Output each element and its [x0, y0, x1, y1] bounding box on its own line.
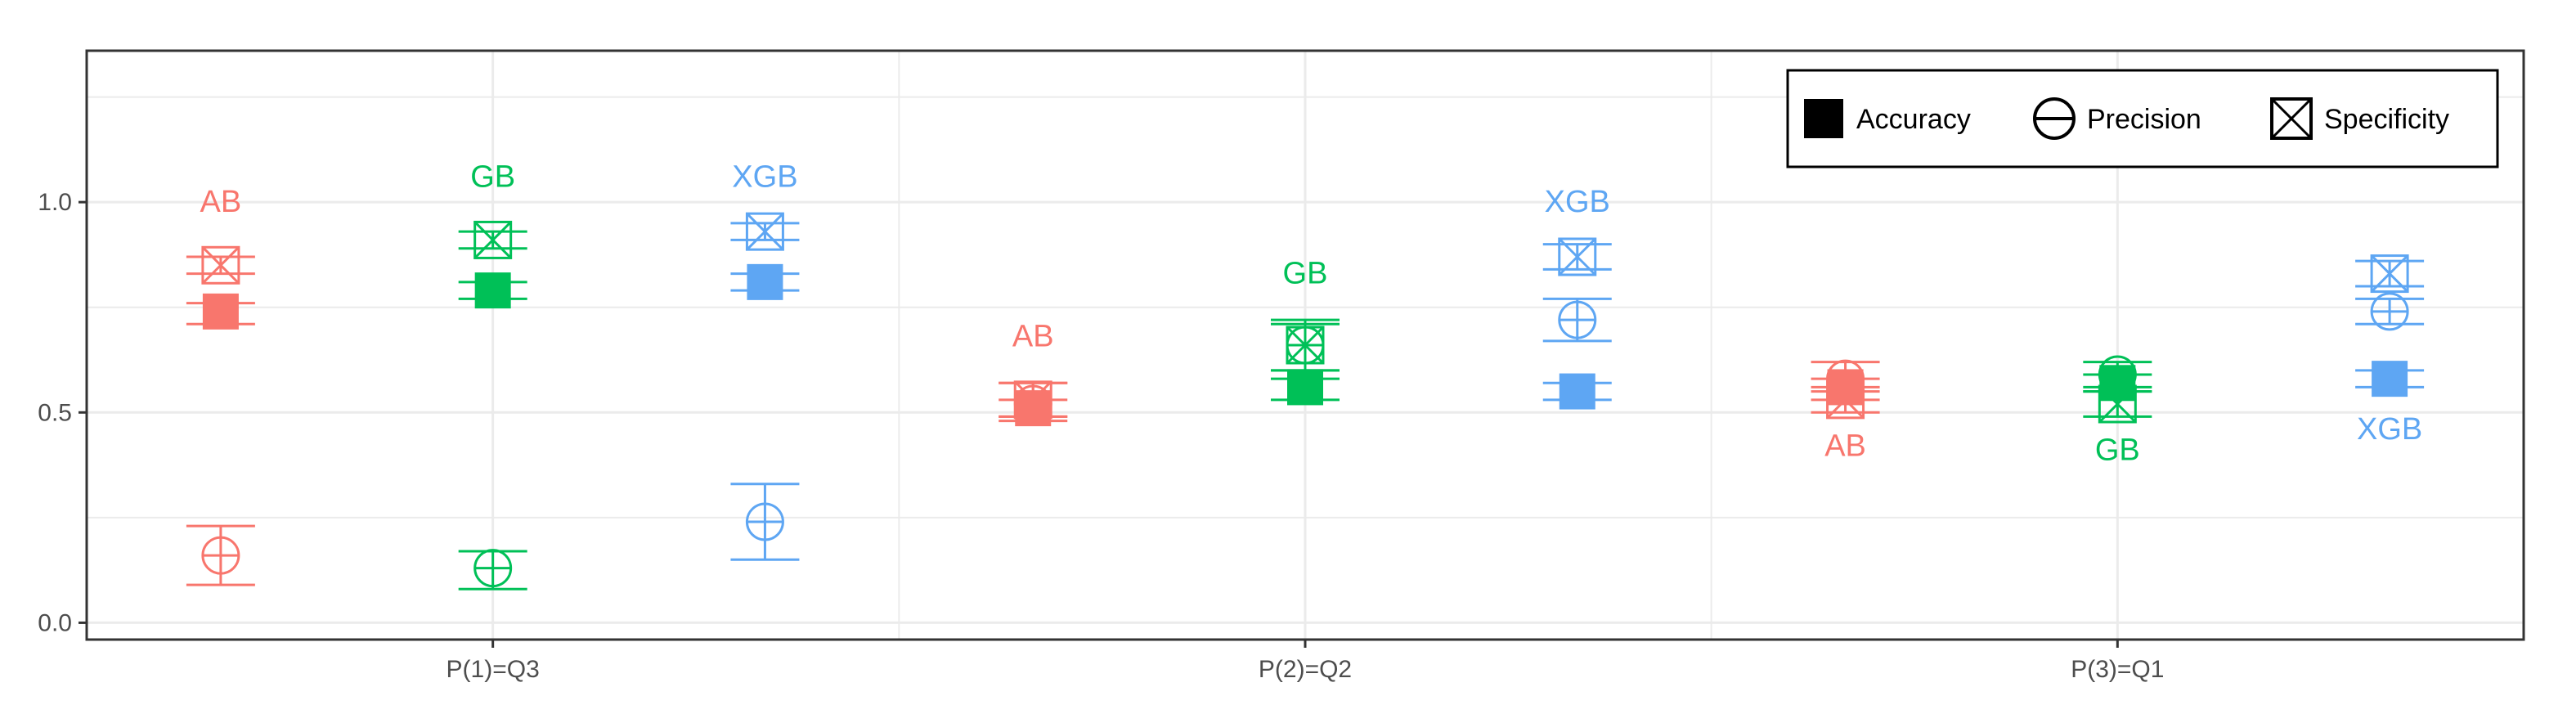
model-label: GB	[2095, 433, 2140, 468]
model-label: GB	[470, 159, 515, 194]
x-tick-label: P(3)=Q1	[2071, 656, 2164, 683]
point-group	[458, 220, 527, 591]
specificity-point-cross-b	[473, 221, 512, 259]
accuracy-point	[747, 263, 783, 300]
point-group	[2355, 254, 2425, 397]
legend-accuracy-icon	[1804, 99, 1843, 138]
accuracy-point	[474, 272, 511, 309]
legend-specificity-icon-cross-b	[2270, 97, 2313, 140]
point-group	[186, 245, 255, 586]
model-label: AB	[200, 185, 242, 219]
model-label: AB	[1824, 429, 1866, 463]
panel-border	[85, 49, 2525, 641]
model-label: XGB	[2357, 412, 2422, 447]
accuracy-point	[1827, 369, 1864, 406]
specificity-point	[745, 212, 784, 251]
legend-specificity-icon	[2270, 97, 2313, 140]
legend-label: Accuracy	[1856, 104, 1971, 135]
point-group	[1271, 318, 1340, 406]
y-tick-label: 0.5	[38, 399, 72, 426]
legend-item: Accuracy	[1804, 99, 1971, 138]
y-axis: 0.0 0.5 1.0	[38, 189, 87, 636]
specificity-point-cross-b	[1558, 237, 1596, 276]
legend-item: Specificity	[2270, 97, 2449, 140]
y-tick-label: 0.0	[38, 609, 72, 636]
accuracy-point	[202, 293, 239, 330]
specificity-point-cross-b	[746, 213, 784, 251]
accuracy-point	[2372, 361, 2408, 397]
model-label: XGB	[732, 159, 797, 194]
point-group	[1542, 237, 1612, 410]
legend-label: Specificity	[2324, 104, 2449, 135]
specificity-point	[1286, 326, 1325, 365]
legend-item: Precision	[2033, 97, 2201, 140]
specificity-point-cross-b	[2371, 254, 2409, 293]
legend: Accuracy Precision Specificity	[1786, 69, 2499, 168]
model-label: GB	[1283, 257, 1328, 291]
point-group	[1811, 359, 1880, 420]
legend-box	[1786, 69, 2499, 168]
point-group	[2083, 355, 2152, 424]
point-group	[730, 212, 800, 561]
model-label: XGB	[1545, 185, 1610, 219]
specificity-point	[1558, 237, 1597, 276]
accuracy-point	[1559, 373, 1595, 410]
y-tick-label: 1.0	[38, 189, 72, 216]
data-marks	[186, 212, 2425, 591]
model-label: AB	[1012, 320, 1054, 354]
accuracy-point	[2099, 365, 2136, 402]
specificity-point-cross-b	[1286, 326, 1325, 365]
x-tick-label: P(2)=Q2	[1259, 656, 1352, 683]
accuracy-point	[1015, 390, 1052, 427]
specificity-point	[473, 220, 513, 259]
x-axis: P(1)=Q3 P(2)=Q2 P(3)=Q1	[447, 640, 2164, 683]
accuracy-point	[1287, 369, 1323, 406]
grid	[87, 51, 2524, 640]
point-group	[999, 380, 1068, 427]
specificity-point	[201, 245, 240, 285]
model-labels: AB GB XGB AB GB XGB AB GB XGB	[200, 159, 2423, 467]
legend-label: Precision	[2087, 104, 2201, 135]
x-tick-label: P(1)=Q3	[447, 656, 540, 683]
specificity-point	[2370, 254, 2409, 294]
specificity-point-cross-b	[201, 246, 240, 285]
